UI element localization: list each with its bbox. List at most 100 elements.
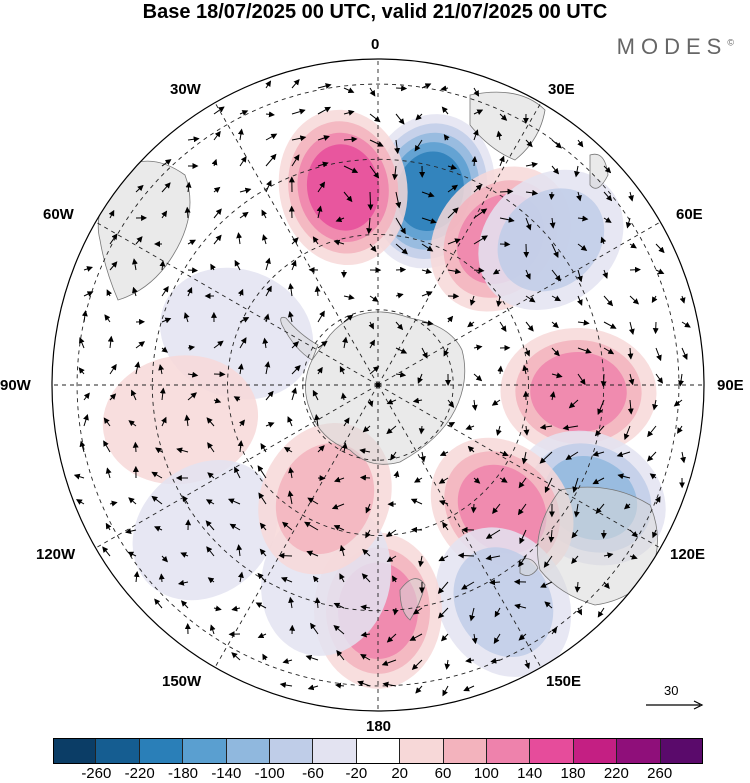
wind-arrow	[83, 392, 90, 401]
wind-arrow	[317, 161, 329, 168]
wind-arrow	[597, 399, 605, 416]
colorbar-segment	[96, 738, 140, 764]
wind-arrow	[654, 496, 661, 505]
wind-arrow	[239, 211, 249, 219]
wind-arrow	[133, 570, 140, 583]
wind-arrow	[307, 497, 319, 505]
wind-arrow	[310, 622, 319, 635]
wind-arrow	[343, 165, 359, 173]
wind-vectors	[73, 78, 691, 697]
colorbar-tick-label: 220	[603, 765, 629, 782]
lon-label-90e: 90E	[717, 377, 744, 394]
wind-arrow	[551, 372, 563, 379]
wind-arrow	[339, 544, 346, 557]
wind-arrow	[187, 392, 197, 401]
wind-arrow	[603, 295, 614, 307]
wind-arrow	[263, 313, 270, 323]
wind-arrow	[283, 447, 293, 453]
wind-arrow	[442, 685, 449, 697]
wind-arrow	[239, 110, 249, 116]
wind-arrow	[205, 499, 215, 505]
wind-arrow	[333, 476, 345, 483]
colorbar-tick-label: -20	[345, 765, 368, 782]
wind-arrow	[600, 236, 607, 245]
wind-arrow	[206, 417, 215, 427]
wind-arrow	[551, 295, 561, 302]
wind-arrow	[678, 373, 684, 387]
wind-arrow	[499, 450, 509, 457]
wind-arrow	[306, 550, 319, 557]
wind-arrow	[237, 288, 244, 297]
wind-arrow	[576, 269, 583, 283]
wind-arrow	[369, 339, 375, 349]
wind-arrow	[184, 414, 191, 427]
wind-arrow	[109, 233, 118, 245]
wind-arrow	[343, 314, 354, 323]
colorbar-segment	[400, 738, 444, 764]
wind-arrow	[574, 165, 580, 178]
lon-label-180: 180	[366, 718, 392, 735]
wind-arrow	[443, 347, 450, 357]
wind-arrow	[442, 521, 449, 531]
wind-arrow	[109, 261, 118, 271]
lon-label-30e: 30E	[548, 81, 575, 98]
wind-arrow	[255, 602, 267, 609]
wind-arrow	[600, 373, 607, 388]
wind-arrow	[679, 295, 686, 304]
wind-arrow	[473, 184, 483, 193]
meridian-line	[377, 221, 661, 386]
wind-arrow	[489, 579, 501, 586]
colorbar-segment	[139, 738, 184, 764]
wind-arrow	[440, 85, 449, 92]
wind-arrow	[154, 526, 163, 532]
wind-arrow	[625, 217, 632, 229]
wind-arrow	[465, 424, 475, 430]
wind-arrow	[288, 283, 294, 297]
wind-arrow	[288, 467, 295, 479]
wind-arrow	[239, 337, 247, 349]
colorbar-frame	[53, 738, 703, 764]
wind-arrow	[132, 286, 138, 297]
wind-arrow	[471, 399, 478, 411]
wind-arrow	[128, 497, 137, 505]
wind-arrow	[616, 451, 631, 458]
wind-arrow	[496, 130, 503, 141]
wind-arrow	[551, 627, 558, 635]
wind-arrow	[187, 136, 200, 143]
wind-arrow	[158, 364, 165, 375]
wind-arrow	[525, 269, 531, 280]
wind-arrow	[577, 347, 592, 354]
wind-arrow	[577, 319, 590, 326]
brand-logo: MODES©	[617, 34, 734, 60]
wind-arrow	[471, 155, 478, 167]
wind-arrow	[265, 80, 272, 89]
colorbar-tick-label: 140	[517, 765, 543, 782]
wind-arrow	[392, 165, 399, 181]
colorbar-segment	[270, 738, 314, 764]
wind-arrow	[421, 347, 428, 359]
wind-arrow	[603, 552, 614, 559]
wind-arrow	[603, 347, 615, 355]
wind-arrow	[130, 389, 137, 401]
wind-arrow	[394, 139, 401, 155]
wind-arrow	[467, 445, 475, 453]
wind-arrow	[279, 682, 293, 688]
wind-arrow	[544, 601, 553, 609]
wind-arrow	[415, 113, 423, 121]
wind-arrow	[628, 373, 635, 386]
wind-arrow	[237, 128, 244, 141]
wind-arrow	[282, 658, 293, 664]
wind-arrow	[316, 366, 323, 375]
wind-arrow	[392, 607, 399, 616]
wind-arrow	[647, 425, 657, 438]
wind-arrow	[414, 477, 423, 483]
wind-arrow	[108, 209, 115, 219]
wind-arrow	[291, 341, 300, 349]
wind-arrow	[211, 158, 218, 167]
wind-arrow	[339, 573, 345, 583]
wind-arrow	[135, 341, 146, 349]
wind-arrow	[258, 492, 267, 505]
wind-arrow	[473, 477, 481, 484]
meridian-line	[214, 384, 379, 668]
wind-arrow	[131, 258, 138, 271]
